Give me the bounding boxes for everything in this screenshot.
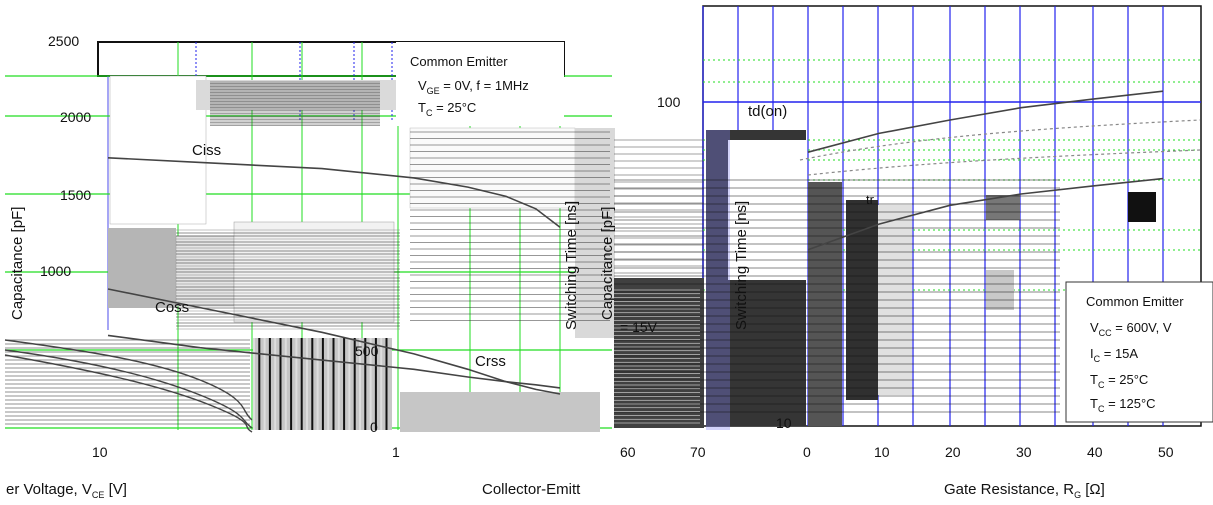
series-label-tdon: td(on) [748, 103, 787, 120]
y-tick-label: 10 [776, 415, 792, 431]
x-axis-label: Gate Resistance, RG [Ω] [944, 481, 1105, 500]
y-axis-label-ghost: Switching Time [ns] [563, 201, 580, 330]
legend-title: Common Emitter [410, 54, 508, 69]
x-tick-label: 0 [803, 444, 811, 460]
x-tick-label: 60 [620, 444, 636, 460]
legend-title: Common Emitter [1086, 294, 1184, 309]
x-tick-label: 10 [92, 444, 108, 460]
legend-box [396, 42, 564, 126]
artifact-block [1128, 192, 1156, 222]
artifact-block [109, 75, 207, 225]
series-coss-tail-line [4, 339, 253, 421]
y-tick-label: 100 [657, 94, 681, 110]
y-tick-label: 500 [355, 343, 379, 359]
series-crss-line [107, 334, 561, 389]
legend-box [1065, 281, 1213, 423]
switching-time-chart: 100 10 td(on) tr Switching Time [ns] Swi… [563, 5, 1213, 500]
series-label-crss: Crss [475, 353, 506, 370]
artifact-block [808, 182, 842, 426]
y-tick-label: 0 [370, 419, 378, 435]
x-axis-label: er Voltage, VCE [V] [6, 481, 127, 500]
y-tick-label: 2500 [48, 33, 79, 49]
x-tick-label: 10 [874, 444, 890, 460]
legend-line-tc25: TC = 25°C [1090, 372, 1148, 390]
x-tick-label: 70 [690, 444, 706, 460]
legend-line-tc125: TC = 125°C [1090, 396, 1156, 414]
legend-line-ic: IC = 15A [1090, 346, 1138, 364]
horizontal-gridlines [703, 59, 1201, 291]
x-tick-label: 40 [1087, 444, 1103, 460]
scanline-artifacts [614, 139, 1060, 424]
y-axis-label: Switching Time [ns] [733, 201, 750, 330]
x-axis-label: Collector-Emitt [482, 481, 581, 498]
series-tr-125c-line [807, 149, 1201, 176]
artifact-block [409, 127, 576, 209]
x-tick-label: 50 [1158, 444, 1174, 460]
artifact-block [400, 392, 600, 432]
artifact-block [175, 235, 235, 307]
series-tdon-125c-line [799, 119, 1201, 161]
series-tr-line [807, 177, 1164, 251]
artifact-block [614, 278, 704, 428]
artifact-block [108, 228, 176, 308]
artifact-block [706, 130, 730, 430]
series-label-tr: tr [866, 192, 875, 207]
legend-line-tc: TC = 25°C [418, 100, 476, 118]
series-extra-tail-line [4, 354, 253, 433]
legend-line-vcc: VCC = 600V, V [1090, 320, 1172, 338]
artifact-block [728, 140, 806, 280]
series-tdon-line [807, 90, 1164, 153]
legend-line-vge: VGE = 0V, f = 1MHz [418, 78, 529, 96]
scanline-artifacts [5, 81, 610, 430]
y-axis-label-overlap: Capacitance [pF] [599, 207, 616, 320]
y-tick-label: 2000 [60, 109, 91, 125]
x-tick-label: 1 [392, 444, 400, 460]
y-axis-label: Capacitance [pF] [9, 207, 26, 320]
artifact-block [986, 270, 1014, 310]
series-label-coss: Coss [155, 299, 189, 316]
x-tick-label: 20 [945, 444, 961, 460]
x-tick-labels: 0 10 20 30 40 50 [803, 444, 1174, 460]
series-label-ciss: Ciss [192, 142, 221, 159]
y-tick-label: 1000 [40, 263, 71, 279]
artifact-block [575, 128, 615, 338]
artifact-block [196, 80, 406, 110]
series-ciss-line [107, 157, 561, 228]
series-coss-line [107, 288, 561, 395]
y-tick-label: 1500 [60, 187, 91, 203]
series-crss-tail-line [4, 349, 253, 429]
capacitance-chart: 2500 2000 1500 1000 500 0 Ciss Coss Crss… [4, 33, 616, 500]
x-tick-label: 30 [1016, 444, 1032, 460]
annotation-vge: = 15V [620, 319, 658, 335]
